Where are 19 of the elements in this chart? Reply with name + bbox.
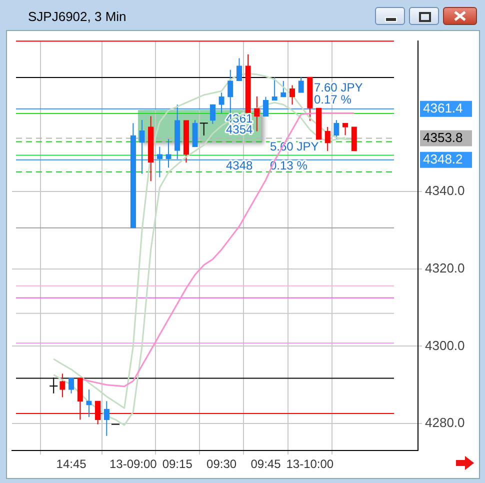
annotation: 7.60 JPY	[314, 80, 363, 94]
ref-line-label: 4348.2	[423, 151, 463, 166]
annotation: 0.17 %	[314, 92, 352, 106]
chart-title: SJPJ6902, 3 Min	[28, 9, 126, 24]
x-tick-label: 09:15	[162, 457, 193, 472]
x-tick-label: 09:30	[206, 457, 237, 472]
x-tick-label: 09:45	[250, 457, 282, 472]
ref-line-label: 4353.8	[423, 130, 463, 145]
annotation: 0.13 %	[270, 158, 308, 172]
annotation: 4354	[226, 122, 254, 136]
x-tick-label: 13-09:00	[109, 457, 158, 472]
y-tick-label: 4320.0	[425, 260, 465, 276]
y-tick-label: 4300.0	[425, 338, 465, 353]
y-tick-label: 4280.0	[425, 415, 465, 430]
annotation: 4348	[226, 158, 254, 172]
x-tick-label: 13-10:00	[286, 457, 334, 472]
ref-line-label: 4361.4	[423, 100, 463, 116]
x-tick-label: 14:45	[56, 457, 87, 472]
y-tick-label: 4340.0	[425, 183, 465, 198]
